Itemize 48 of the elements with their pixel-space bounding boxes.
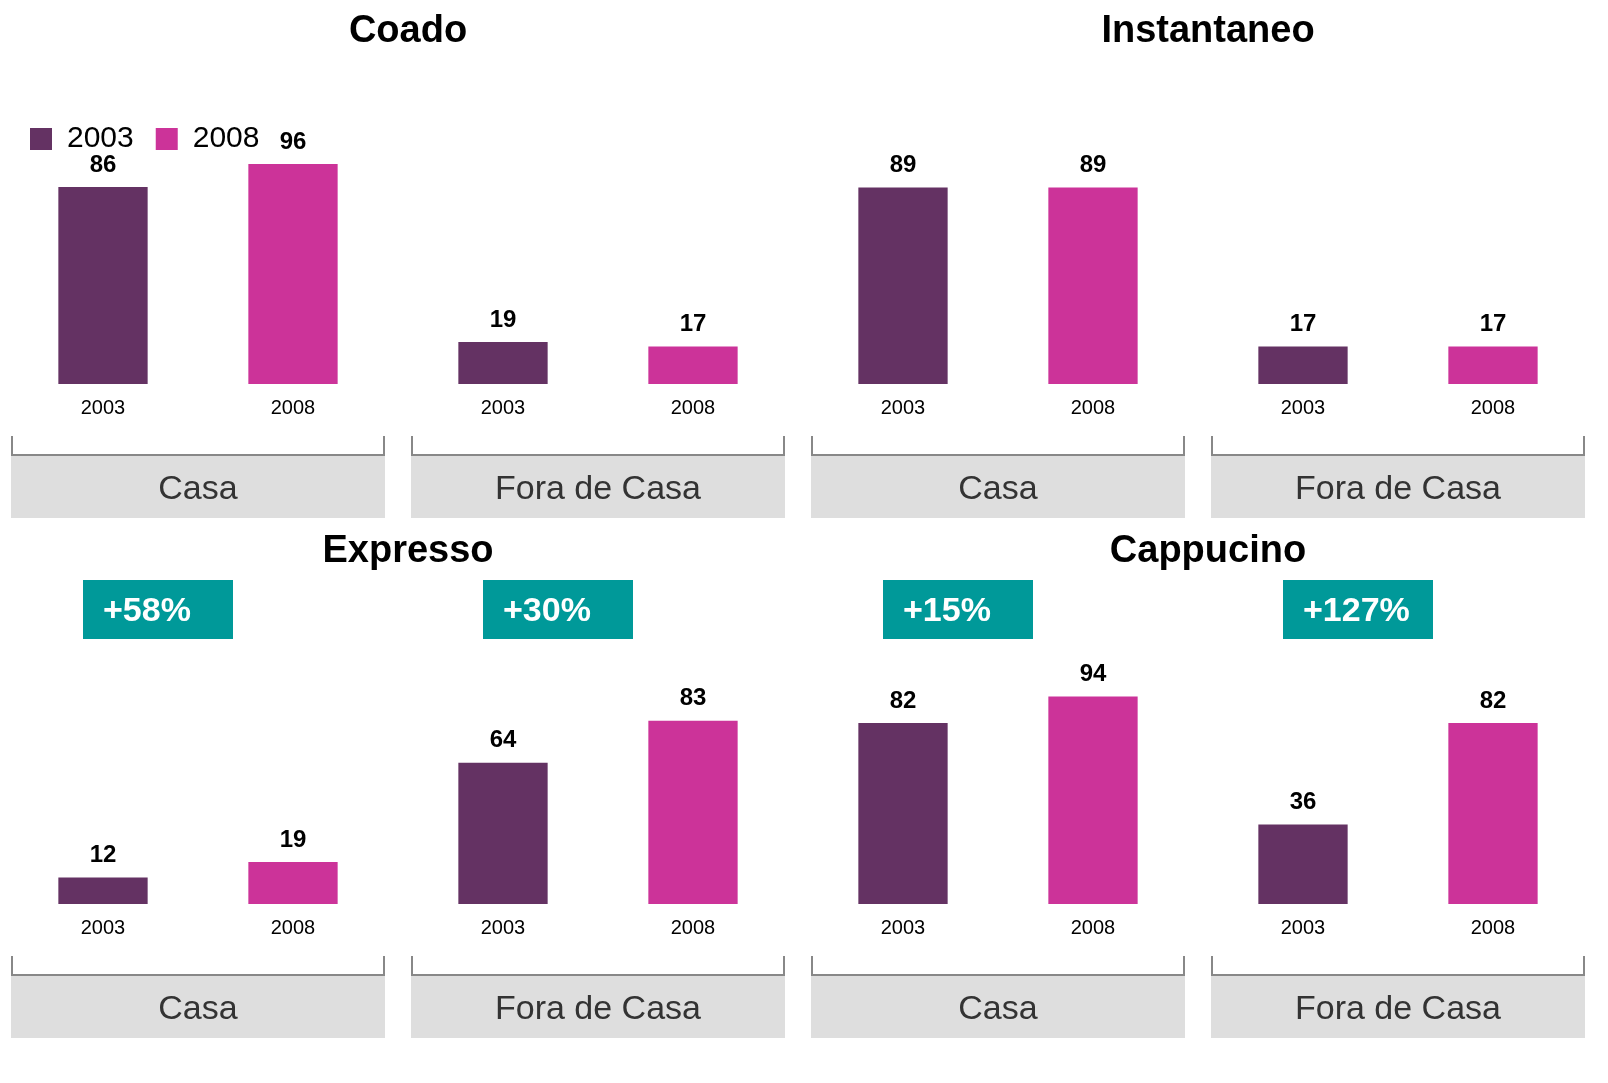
data-label: 19 <box>279 824 307 852</box>
x-tick-label: 2003 <box>880 915 926 938</box>
data-label: 82 <box>1479 685 1507 713</box>
x-axis-title: Casa <box>811 456 1185 518</box>
x-tick-label: 2008 <box>670 395 716 418</box>
data-label: 64 <box>489 725 517 753</box>
x-axis-title: Casa <box>11 456 385 518</box>
data-label: 17 <box>1289 309 1317 337</box>
x-tick-label: 2003 <box>1280 915 1326 938</box>
x-tick-label: 2003 <box>1280 395 1326 418</box>
data-label: 89 <box>1079 150 1107 178</box>
x-tick-label: 2003 <box>80 395 126 418</box>
data-label: 94 <box>1079 659 1107 687</box>
data-label: 96 <box>279 126 307 154</box>
x-tick-label: 2008 <box>1070 915 1116 938</box>
data-label: 89 <box>889 150 917 178</box>
x-tick-label: 2003 <box>480 915 526 938</box>
x-axis-title: Casa <box>11 976 385 1038</box>
x-tick-label: 2008 <box>270 915 316 938</box>
data-label: 12 <box>89 840 117 868</box>
text: +58% <box>83 580 233 639</box>
x-axis-title: Fora de Casa <box>411 456 785 518</box>
chart-title: Coado <box>347 8 469 52</box>
legend-label: 2008 <box>192 120 260 154</box>
x-axis-title: Fora de Casa <box>1211 976 1585 1038</box>
data-label: 36 <box>1289 787 1317 815</box>
x-axis-title: Fora de Casa <box>1211 456 1585 518</box>
x-tick-label: 2003 <box>880 395 926 418</box>
x-tick-label: 2003 <box>80 915 126 938</box>
chart-title: Cappucino <box>1108 528 1308 572</box>
data-label: 19 <box>489 304 517 332</box>
text: +30% <box>483 580 633 639</box>
x-tick-label: 2008 <box>1070 395 1116 418</box>
text: +15% <box>883 580 1033 639</box>
x-tick-label: 2008 <box>1470 395 1516 418</box>
x-tick-label: 2003 <box>480 395 526 418</box>
x-tick-label: 2008 <box>670 915 716 938</box>
x-tick-label: 2008 <box>270 395 316 418</box>
x-axis-title: Fora de Casa <box>411 976 785 1038</box>
x-axis-title: Casa <box>811 976 1185 1038</box>
x-tick-label: 2008 <box>1470 915 1516 938</box>
chart-title: Expresso <box>321 528 495 572</box>
text: +127% <box>1283 580 1433 639</box>
data-label: 17 <box>1479 309 1507 337</box>
chart-title: Instantaneo <box>1100 8 1316 52</box>
data-label: 83 <box>679 683 707 711</box>
data-label: 17 <box>679 309 707 337</box>
data-label: 82 <box>889 685 917 713</box>
